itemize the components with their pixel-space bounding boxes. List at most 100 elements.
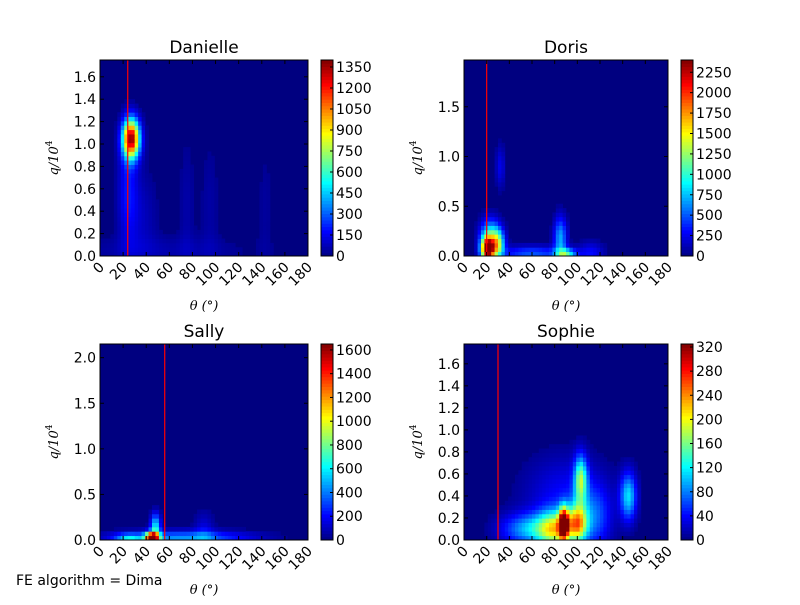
heatmap-cell [508,509,512,515]
heatmap-cell [120,234,125,239]
heatmap-cell [165,242,170,248]
heatmap-cell [552,483,557,489]
heatmap-cell [179,535,184,541]
colorbar-segment [681,233,693,237]
heatmap-cell [491,221,495,226]
heatmap-cell [623,474,628,480]
heatmap-cell [207,513,212,519]
heatmap-cell [221,526,226,532]
heatmap-cell [542,474,546,480]
heatmap-cell [158,518,163,523]
colorbar-segment [681,86,693,90]
heatmap-cell [113,238,118,244]
heatmap-cell [162,251,167,257]
heatmap-cell [579,439,584,445]
heatmap-cell [117,238,122,244]
heatmap-cell [131,107,136,113]
heatmap-cell [576,452,580,458]
colorbar-tick-label: 40 [696,509,714,525]
heatmap-cell [145,129,149,135]
heatmap-cell [141,203,146,209]
heatmap-cell [518,496,523,502]
colorbar-tick-label: 2250 [696,65,732,81]
heatmap-cell [207,190,212,196]
heatmap-cell [620,457,625,462]
colorbar-segment [681,197,693,201]
heatmap-cell [494,247,499,253]
y-axis-label-exponent: 4 [409,140,419,146]
heatmap-cell [262,164,267,170]
heatmap-cell [117,526,122,532]
heatmap-cell [124,535,129,541]
heatmap-cell [134,251,139,257]
heatmap-cell [596,242,601,248]
heatmap-cell [504,509,509,515]
heatmap-cell [498,164,502,170]
heatmap-cell [562,238,567,244]
heatmap-cell [127,151,132,157]
heatmap-cell [141,160,146,165]
heatmap-cell [623,492,628,497]
heatmap-cell [207,509,212,515]
heatmap-cell [511,483,516,489]
heatmap-cell [559,465,563,471]
heatmap-cell [521,247,526,253]
heatmap-cell [158,247,163,253]
y-axis-label: q/104 [409,140,426,175]
heatmap-cell [134,234,139,239]
colorbar-segment [681,344,693,348]
colorbar-segment [681,357,693,361]
colorbar-segment [681,213,693,218]
heatmap-cell [538,535,543,541]
heatmap-cell [127,164,132,170]
heatmap-cell [634,500,638,506]
heatmap-cell [586,531,591,537]
colorbar-segment [321,399,333,404]
heatmap-cell [138,177,142,183]
heatmap-cell [124,216,129,222]
heatmap-cell [566,522,570,528]
colorbar-tick-label: 400 [336,485,363,501]
colorbar-segment [681,422,693,427]
heatmap-cell [583,526,587,532]
heatmap-cell [494,526,499,532]
colorbar-segment [321,363,333,368]
heatmap-cell [113,168,118,174]
heatmap-cell [113,181,118,187]
heatmap-cell [214,212,219,218]
heatmap-cell [179,208,184,213]
heatmap-cell [596,452,601,458]
heatmap-cell [504,251,509,257]
heatmap-cell [183,186,188,192]
heatmap-cell [120,125,125,131]
colorbar-segment [321,252,333,257]
heatmap-cell [498,242,502,248]
heatmap-cell [134,221,139,226]
heatmap-cell [630,465,635,471]
heatmap-cell [134,225,139,231]
heatmap-cell [148,242,153,248]
heatmap-cell [596,531,601,537]
heatmap-cell [138,531,142,537]
heatmap-cell [266,203,271,209]
heatmap-cell [596,509,601,515]
colorbar-tick-label: 750 [336,144,363,160]
heatmap-cell [511,518,516,523]
heatmap-cell [552,500,557,506]
heatmap-cell [145,216,149,222]
heatmap-cell [179,242,184,248]
heatmap-cell [197,518,201,523]
colorbar-segment [681,435,693,440]
heatmap-cell [501,234,506,239]
colorbar-segment [321,402,333,407]
heatmap-cell [532,251,536,257]
heatmap-cell [210,242,215,248]
heatmap-cell [620,531,625,537]
colorbar-segment [681,504,693,508]
colorbar-segment [321,102,333,107]
colorbar-tick-label: 160 [696,437,723,453]
heatmap-cell [100,242,104,248]
heatmap-cell [204,195,208,200]
colorbar-segment [321,494,333,499]
heatmap-cell [491,247,495,253]
